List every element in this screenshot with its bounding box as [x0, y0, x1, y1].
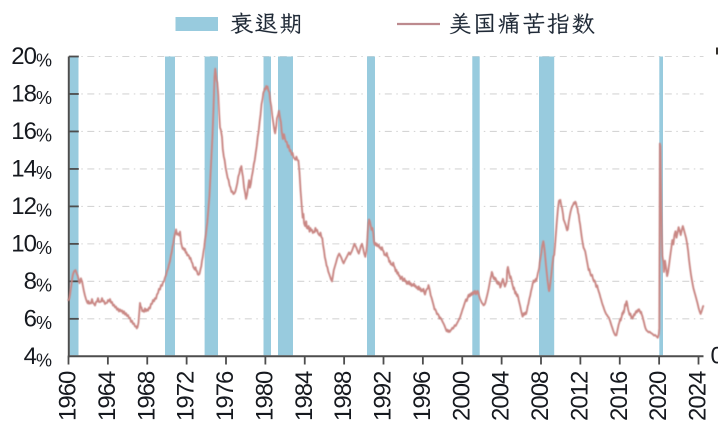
svg-text:2012: 2012 — [566, 371, 593, 421]
svg-text:2020: 2020 — [645, 371, 672, 421]
svg-text:1964: 1964 — [94, 371, 121, 421]
svg-text:1972: 1972 — [173, 371, 200, 421]
svg-text:1988: 1988 — [330, 371, 357, 421]
svg-text:1968: 1968 — [133, 371, 160, 421]
svg-text:2008: 2008 — [527, 371, 554, 421]
svg-text:14%: 14% — [11, 155, 52, 183]
svg-text:1960: 1960 — [55, 371, 82, 421]
svg-text:6%: 6% — [24, 305, 52, 333]
svg-text:2004: 2004 — [488, 371, 515, 421]
svg-text:2016: 2016 — [606, 371, 633, 421]
svg-text:1976: 1976 — [212, 371, 239, 421]
svg-text:18%: 18% — [11, 81, 52, 109]
svg-text:12%: 12% — [11, 193, 52, 221]
svg-text:8%: 8% — [24, 268, 52, 296]
svg-text:1980: 1980 — [251, 371, 278, 421]
svg-text:10%: 10% — [11, 230, 52, 258]
svg-text:0: 0 — [711, 343, 718, 370]
svg-text:1996: 1996 — [409, 371, 436, 421]
svg-text:16%: 16% — [11, 118, 52, 146]
svg-text:20%: 20% — [11, 43, 52, 71]
svg-text:2024: 2024 — [685, 371, 712, 421]
svg-text:4%: 4% — [24, 343, 52, 371]
svg-text:1992: 1992 — [370, 371, 397, 421]
svg-text:2000: 2000 — [448, 371, 475, 421]
svg-text:1984: 1984 — [291, 371, 318, 421]
